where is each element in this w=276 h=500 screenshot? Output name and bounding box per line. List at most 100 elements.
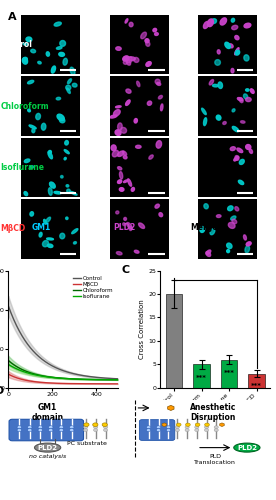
Ellipse shape <box>118 123 122 130</box>
Ellipse shape <box>131 188 134 192</box>
Circle shape <box>104 426 108 428</box>
Ellipse shape <box>23 58 27 61</box>
Ellipse shape <box>73 242 76 244</box>
Ellipse shape <box>72 228 78 234</box>
Ellipse shape <box>46 52 49 56</box>
X-axis label: Interparticle Radius: Interparticle Radius <box>29 400 97 406</box>
Circle shape <box>28 428 32 432</box>
Ellipse shape <box>203 118 207 126</box>
Ellipse shape <box>49 182 55 188</box>
Ellipse shape <box>126 89 131 93</box>
Ellipse shape <box>232 126 239 132</box>
Text: MβCD: MβCD <box>1 224 26 234</box>
Ellipse shape <box>64 158 66 160</box>
FancyBboxPatch shape <box>9 420 84 441</box>
Ellipse shape <box>232 109 235 112</box>
Ellipse shape <box>30 166 34 168</box>
Ellipse shape <box>216 115 221 120</box>
Ellipse shape <box>134 250 139 253</box>
Ellipse shape <box>29 125 36 129</box>
Circle shape <box>49 428 53 432</box>
Ellipse shape <box>31 50 36 53</box>
Ellipse shape <box>118 166 122 170</box>
Circle shape <box>17 426 22 429</box>
FancyBboxPatch shape <box>139 420 175 440</box>
Ellipse shape <box>70 67 75 75</box>
Ellipse shape <box>235 156 239 160</box>
Ellipse shape <box>211 18 217 24</box>
Ellipse shape <box>67 189 70 192</box>
Ellipse shape <box>123 56 129 61</box>
Ellipse shape <box>228 206 233 210</box>
Circle shape <box>176 423 181 426</box>
Ellipse shape <box>235 206 239 211</box>
Ellipse shape <box>147 101 152 105</box>
Ellipse shape <box>156 82 161 86</box>
Ellipse shape <box>213 84 218 87</box>
Ellipse shape <box>48 150 51 154</box>
Circle shape <box>185 423 190 426</box>
Ellipse shape <box>203 22 209 29</box>
Text: Chloroform: Chloroform <box>1 102 49 110</box>
Ellipse shape <box>209 80 214 85</box>
Text: ***: *** <box>251 383 262 389</box>
Ellipse shape <box>66 85 71 90</box>
Circle shape <box>156 426 161 428</box>
Text: Anesthetic
Disruption: Anesthetic Disruption <box>190 402 236 422</box>
Ellipse shape <box>128 57 135 60</box>
Ellipse shape <box>66 184 69 187</box>
Ellipse shape <box>111 145 116 151</box>
Circle shape <box>175 428 179 432</box>
Ellipse shape <box>158 96 163 99</box>
Text: ***: *** <box>224 370 235 376</box>
Ellipse shape <box>231 18 235 22</box>
Ellipse shape <box>145 38 149 42</box>
Ellipse shape <box>41 124 46 130</box>
Ellipse shape <box>201 108 206 114</box>
Ellipse shape <box>239 98 243 102</box>
Ellipse shape <box>116 252 122 255</box>
Ellipse shape <box>63 58 67 65</box>
Ellipse shape <box>240 120 245 123</box>
Ellipse shape <box>54 192 61 194</box>
Circle shape <box>205 428 209 432</box>
Ellipse shape <box>159 212 163 216</box>
Ellipse shape <box>244 55 249 61</box>
Circle shape <box>156 428 161 432</box>
Ellipse shape <box>123 60 127 64</box>
Circle shape <box>94 428 98 432</box>
Ellipse shape <box>129 226 132 230</box>
Ellipse shape <box>216 214 221 218</box>
Ellipse shape <box>66 217 68 220</box>
Ellipse shape <box>146 42 150 46</box>
Ellipse shape <box>137 81 140 86</box>
Ellipse shape <box>243 235 246 240</box>
Ellipse shape <box>47 238 53 240</box>
Text: Merged: Merged <box>190 223 224 232</box>
Ellipse shape <box>60 233 65 239</box>
Ellipse shape <box>59 118 65 123</box>
Ellipse shape <box>22 58 28 64</box>
Ellipse shape <box>235 48 239 55</box>
Text: GM1: GM1 <box>32 223 51 232</box>
Ellipse shape <box>246 242 251 246</box>
Ellipse shape <box>228 222 235 228</box>
Circle shape <box>195 428 199 432</box>
Ellipse shape <box>47 244 53 248</box>
Ellipse shape <box>141 32 147 38</box>
Ellipse shape <box>129 22 133 26</box>
Ellipse shape <box>124 218 126 220</box>
Ellipse shape <box>68 79 71 84</box>
Ellipse shape <box>231 68 234 73</box>
Ellipse shape <box>48 152 52 159</box>
Bar <box>193 364 210 388</box>
Ellipse shape <box>116 211 119 214</box>
Ellipse shape <box>118 151 124 156</box>
Ellipse shape <box>244 23 251 28</box>
Circle shape <box>214 426 218 428</box>
Ellipse shape <box>127 222 132 229</box>
Ellipse shape <box>127 56 132 63</box>
Ellipse shape <box>235 50 240 55</box>
Circle shape <box>59 426 63 429</box>
Circle shape <box>28 426 32 429</box>
